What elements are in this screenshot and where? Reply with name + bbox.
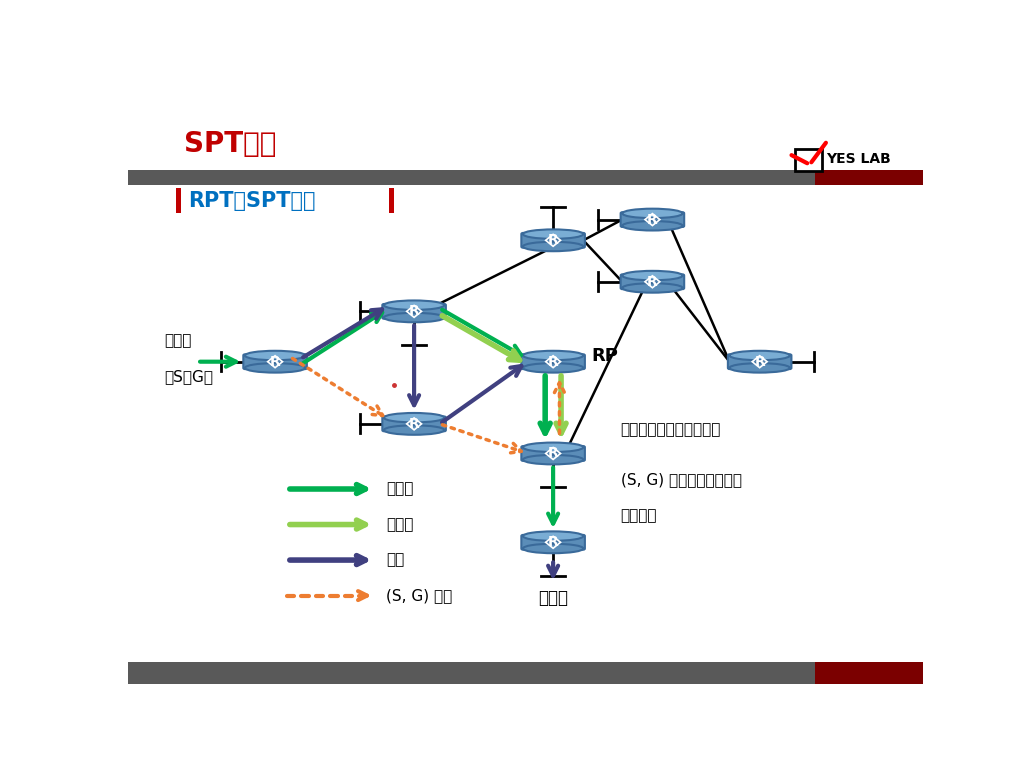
Text: 分支创建: 分支创建 xyxy=(621,508,657,523)
FancyBboxPatch shape xyxy=(621,212,685,227)
Ellipse shape xyxy=(245,363,305,373)
Ellipse shape xyxy=(523,544,583,553)
FancyBboxPatch shape xyxy=(243,355,306,369)
Text: (S, G) 加入: (S, G) 加入 xyxy=(386,588,453,603)
Ellipse shape xyxy=(384,313,444,322)
FancyBboxPatch shape xyxy=(621,275,685,289)
Text: R: R xyxy=(409,417,419,431)
Text: 共享树: 共享树 xyxy=(386,517,414,532)
Ellipse shape xyxy=(523,531,583,541)
Text: (S, G) 状态被沿着源树新: (S, G) 状态被沿着源树新 xyxy=(621,473,742,488)
Text: R: R xyxy=(547,233,559,248)
Text: 接收者: 接收者 xyxy=(538,589,568,607)
Text: 源树: 源树 xyxy=(386,553,405,568)
Ellipse shape xyxy=(622,221,683,231)
Text: R: R xyxy=(647,212,658,227)
Text: RP: RP xyxy=(591,347,618,365)
Ellipse shape xyxy=(384,425,444,434)
Bar xyxy=(128,662,922,684)
Text: 最后一跳路由器加入源树: 最后一跳路由器加入源树 xyxy=(621,422,721,438)
FancyBboxPatch shape xyxy=(382,304,446,318)
Text: R: R xyxy=(270,355,281,368)
Text: 数据流: 数据流 xyxy=(386,481,414,497)
Ellipse shape xyxy=(523,443,583,452)
FancyBboxPatch shape xyxy=(522,535,585,550)
Ellipse shape xyxy=(523,229,583,239)
Text: RPT向SPT切换: RPT向SPT切换 xyxy=(189,191,316,211)
Text: R: R xyxy=(547,355,559,368)
Text: R: R xyxy=(754,355,765,368)
Ellipse shape xyxy=(730,351,790,360)
FancyBboxPatch shape xyxy=(522,446,585,461)
Ellipse shape xyxy=(523,351,583,360)
FancyBboxPatch shape xyxy=(522,355,585,369)
Bar xyxy=(388,188,395,213)
Ellipse shape xyxy=(622,271,683,280)
Bar xyxy=(128,170,922,185)
Ellipse shape xyxy=(523,455,583,464)
Bar xyxy=(815,662,922,684)
Text: YES LAB: YES LAB xyxy=(826,152,891,166)
Ellipse shape xyxy=(523,363,583,373)
FancyBboxPatch shape xyxy=(382,417,446,431)
Bar xyxy=(815,170,922,185)
Ellipse shape xyxy=(622,283,683,293)
Ellipse shape xyxy=(245,351,305,360)
Text: SPT切换: SPT切换 xyxy=(183,131,276,158)
Ellipse shape xyxy=(384,413,444,422)
Text: 组播源: 组播源 xyxy=(164,334,192,348)
Text: R: R xyxy=(547,535,559,549)
Ellipse shape xyxy=(730,363,790,373)
FancyBboxPatch shape xyxy=(522,233,585,248)
FancyBboxPatch shape xyxy=(728,355,791,369)
Bar xyxy=(795,148,822,171)
Ellipse shape xyxy=(384,301,444,310)
Ellipse shape xyxy=(523,241,583,251)
Text: （S，G）: （S，G） xyxy=(164,369,213,384)
Text: R: R xyxy=(647,275,658,289)
Text: R: R xyxy=(547,447,559,461)
Bar xyxy=(176,188,181,213)
Text: R: R xyxy=(409,305,419,318)
Ellipse shape xyxy=(622,208,683,218)
